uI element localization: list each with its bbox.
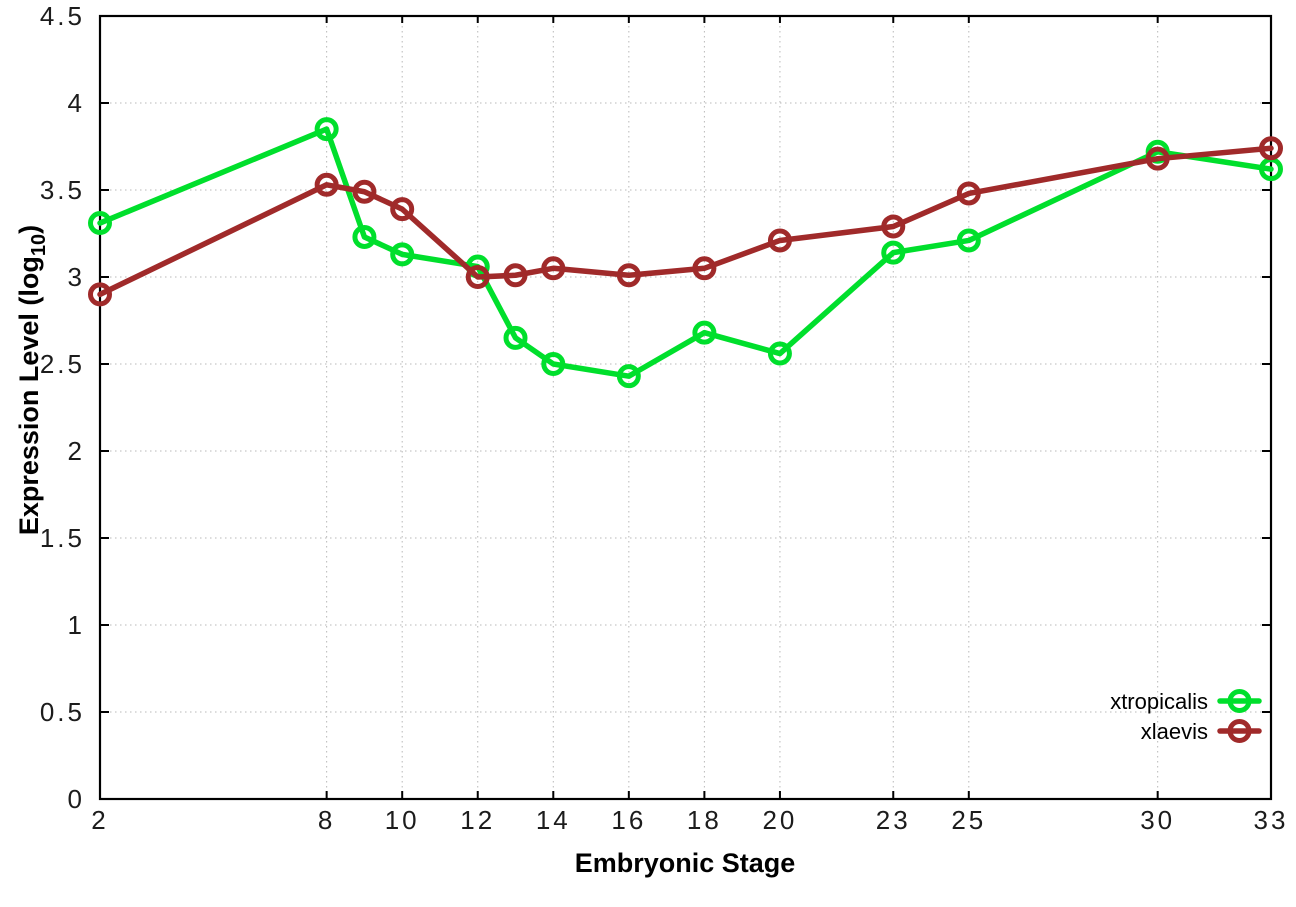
- x-tick-label: 14: [536, 805, 571, 835]
- series-xtropicalis-line: [97, 126, 1274, 379]
- series-xtropicalis-point: [956, 228, 981, 253]
- y-tick-label: 4.5: [40, 1, 85, 31]
- series-xlaevis-point: [692, 256, 717, 281]
- x-tick-label: 16: [611, 805, 646, 835]
- legend-label-xtropicalis: xtropicalis: [1110, 689, 1208, 714]
- y-tick-label: 0.5: [40, 697, 85, 727]
- series-xtropicalis-point: [616, 364, 641, 389]
- series-xlaevis-point: [390, 197, 415, 222]
- series-xtropicalis-point: [314, 117, 339, 142]
- x-tick-label: 12: [460, 805, 495, 835]
- series-xtropicalis-point: [390, 242, 415, 267]
- x-tick-label: 10: [385, 805, 420, 835]
- tick-label-layer: 2 8 10 12 14 16 18 20 23 25 30 33 0 0.5 1 1.5 2 2.5 3 3.5 4 4…: [40, 1, 1289, 835]
- y-tick-label: 2.5: [40, 349, 85, 379]
- y-tick-label: 2: [68, 436, 85, 466]
- series-xlaevis-point: [541, 256, 566, 281]
- series-layer: [88, 117, 1283, 389]
- series-xlaevis-point: [503, 263, 528, 288]
- x-axis-title: Embryonic Stage: [575, 848, 796, 878]
- y-tick-label: 3: [68, 262, 85, 292]
- x-tick-label: 23: [876, 805, 911, 835]
- x-tick-label: 25: [951, 805, 986, 835]
- x-tick-label: 33: [1254, 805, 1289, 835]
- series-xlaevis-point: [956, 181, 981, 206]
- x-tick-label: 20: [762, 805, 797, 835]
- y-axis-title-main: Expression Level (log: [14, 256, 44, 535]
- series-xtropicalis-point: [352, 224, 377, 249]
- y-axis-title-close: ): [14, 225, 44, 234]
- series-xtropicalis-point: [881, 240, 906, 265]
- series-xtropicalis-point: [767, 341, 792, 366]
- x-tick-label: 8: [318, 805, 335, 835]
- series-xlaevis-point: [314, 172, 339, 197]
- series-xtropicalis-point: [692, 320, 717, 345]
- plot-border: [98, 14, 1273, 801]
- series-xlaevis-point: [616, 263, 641, 288]
- legend-marker-xlaevis: [1227, 719, 1252, 743]
- series-xtropicalis-point: [541, 352, 566, 376]
- series-xlaevis-point: [352, 179, 377, 204]
- series-xlaevis-line: [97, 145, 1274, 298]
- y-axis-title-subscript: 10: [28, 234, 50, 256]
- series-xlaevis-point: [465, 265, 490, 289]
- y-tick-label: 4: [68, 88, 85, 118]
- legend-label-xlaevis: xlaevis: [1141, 719, 1208, 744]
- x-tick-label: 30: [1140, 805, 1175, 835]
- series-xlaevis-point: [767, 228, 792, 253]
- plot-border-layer: [98, 14, 1273, 801]
- grid-layer: [100, 16, 1271, 799]
- series-xlaevis-point: [88, 282, 112, 307]
- legend-marker-xtropicalis: [1227, 689, 1252, 713]
- series-xtropicalis-point: [88, 211, 112, 236]
- x-tick-label: 2: [91, 805, 108, 835]
- legend-layer: xtropicalis xlaevis: [1110, 689, 1262, 744]
- y-axis-title: Expression Level (log10): [14, 225, 50, 535]
- series-xlaevis-point: [881, 214, 906, 239]
- series-xtropicalis-point: [503, 325, 528, 350]
- series-xlaevis-point: [1259, 136, 1283, 161]
- series-xlaevis-point: [1145, 146, 1170, 171]
- y-tick-label: 0: [68, 784, 85, 814]
- y-tick-label: 3.5: [40, 175, 85, 205]
- y-tick-label: 1.5: [40, 523, 85, 553]
- y-tick-label: 1: [68, 610, 85, 640]
- x-tick-label: 18: [687, 805, 722, 835]
